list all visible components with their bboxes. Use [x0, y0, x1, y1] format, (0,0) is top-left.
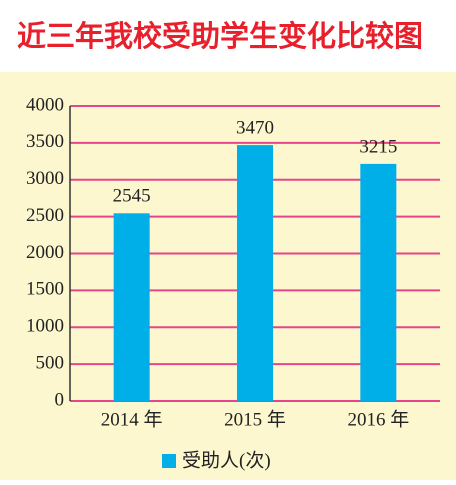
y-tick-label: 500: [36, 352, 65, 373]
data-label: 2545: [113, 186, 151, 207]
x-tick-label: 2016 年: [347, 408, 409, 430]
bar: [237, 145, 273, 401]
y-tick-label: 4000: [26, 94, 64, 115]
x-tick-label: 2015 年: [224, 408, 286, 430]
y-tick-label: 2000: [26, 242, 64, 263]
data-label: 3215: [359, 136, 397, 157]
bar: [113, 213, 150, 401]
chart-title: 近三年我校受助学生变化比较图: [17, 19, 423, 53]
data-label: 3470: [236, 117, 274, 138]
y-tick-label: 1000: [26, 316, 64, 337]
y-tick-label: 1500: [26, 279, 64, 300]
y-tick-label: 3000: [26, 168, 64, 189]
bar: [360, 163, 397, 401]
y-tick-label: 2500: [26, 205, 64, 226]
x-tick-label: 2014 年: [101, 408, 163, 430]
y-tick-label: 3500: [26, 131, 64, 152]
legend-swatch: [162, 454, 176, 468]
y-tick-label: 0: [55, 389, 65, 410]
legend-label: 受助人(次): [182, 449, 271, 471]
